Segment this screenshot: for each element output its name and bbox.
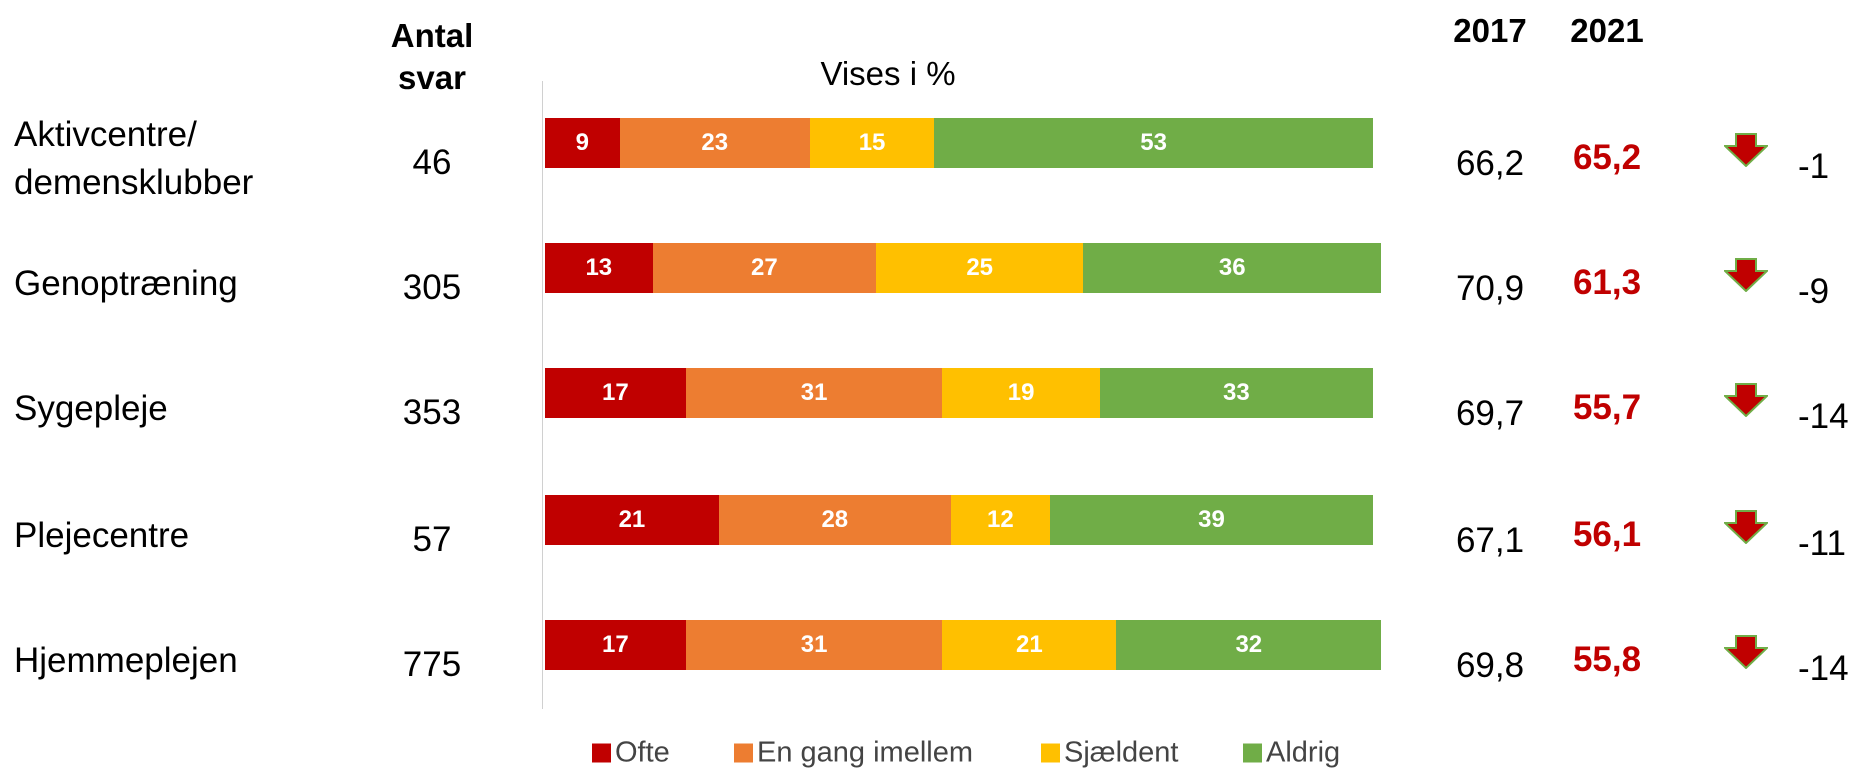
column-value: 69,7 [1455, 394, 1525, 433]
column-header: 2021 [1570, 12, 1644, 49]
value-label: 23 [701, 129, 729, 156]
legend-swatch [1243, 743, 1262, 763]
value-label: 21 [618, 506, 646, 533]
value-label: 19 [1007, 379, 1035, 406]
bar-segment: 39 [1050, 495, 1373, 545]
column-value: 775 [402, 645, 462, 684]
value-label: 25 [966, 254, 994, 281]
value-label: 15 [858, 129, 886, 156]
bar-segment: 12 [950, 495, 1051, 545]
column-header: 2017 [1453, 12, 1527, 49]
bar-segment: 28 [718, 495, 951, 545]
value-label: 13 [585, 254, 613, 281]
axis-line [542, 81, 543, 709]
bar-segment: 17 [545, 368, 686, 418]
bar-segment: 19 [942, 368, 1100, 418]
value-label: 12 [987, 506, 1014, 533]
column-value: -14 [1798, 649, 1849, 688]
column-value: 46 [412, 143, 452, 182]
bar-segment: 23 [619, 118, 810, 168]
column-value: 55,8 [1572, 640, 1642, 679]
column-value: 70,9 [1455, 269, 1525, 308]
category-label: Hjemmeplejen [14, 641, 238, 680]
legend-item: Aldrig [1243, 737, 1340, 770]
legend-item: Sjældent [1041, 737, 1178, 770]
bar-segment: 53 [934, 118, 1373, 168]
column-value: -14 [1798, 397, 1849, 436]
column-value: 67,1 [1455, 521, 1525, 560]
bar-segment: 13 [545, 243, 653, 293]
column-value: -1 [1798, 147, 1830, 186]
value-label: 17 [602, 631, 629, 658]
column-value: 65,2 [1572, 138, 1642, 177]
legend-swatch [1041, 743, 1060, 763]
bar-segment: 21 [545, 495, 719, 545]
legend-swatch [734, 743, 753, 763]
arrow-shape [1724, 510, 1768, 544]
legend-swatch [592, 743, 611, 763]
bar-segment: 25 [876, 243, 1084, 293]
value-label: 33 [1223, 379, 1250, 406]
value-label: 27 [751, 254, 778, 281]
column-header: Antal svar [390, 17, 474, 96]
column-value: 66,2 [1455, 144, 1525, 183]
legend-label: Ofte [615, 736, 670, 769]
bar-segment: 9 [545, 118, 620, 168]
value-label: 28 [821, 506, 849, 533]
bar-segment: 17 [545, 620, 686, 670]
arrow-shape [1724, 133, 1768, 167]
column-value: 57 [412, 520, 452, 559]
legend-label: Sjældent [1064, 736, 1179, 769]
value-label: 53 [1140, 129, 1167, 156]
bar-segment: 31 [685, 620, 943, 670]
arrow-shape [1724, 258, 1768, 292]
value-label: 17 [602, 379, 629, 406]
value-label: 31 [800, 631, 828, 658]
value-label: 39 [1198, 506, 1225, 533]
column-value: 305 [402, 268, 462, 307]
down-arrow [1724, 510, 1768, 544]
bar-segment: 27 [652, 243, 877, 293]
column-value: 353 [402, 393, 462, 432]
arrow-shape [1724, 383, 1768, 417]
legend-item: En gang imellem [734, 737, 973, 770]
bar-segment: 36 [1083, 243, 1382, 293]
value-label: 21 [1016, 631, 1043, 658]
legend-label: En gang imellem [757, 736, 973, 769]
down-arrow [1724, 258, 1768, 292]
down-arrow [1724, 383, 1768, 417]
bar-segment: 21 [942, 620, 1117, 670]
column-value: -9 [1798, 272, 1830, 311]
column-value: 55,7 [1572, 388, 1642, 427]
down-arrow [1724, 133, 1768, 167]
column-value: 61,3 [1572, 263, 1642, 302]
category-label: Genoptræning [14, 264, 238, 303]
value-label: 36 [1218, 254, 1246, 281]
legend-label: Aldrig [1266, 736, 1341, 769]
value-label: 32 [1235, 631, 1263, 658]
column-value: 56,1 [1572, 515, 1642, 554]
down-arrow [1724, 635, 1768, 669]
column-value: -11 [1798, 524, 1846, 563]
category-label: Aktivcentre/ demensklubber [14, 115, 254, 202]
value-label: 9 [575, 129, 589, 156]
column-value: 69,8 [1455, 646, 1525, 685]
bar-segment: 31 [685, 368, 943, 418]
value-label: 31 [800, 379, 828, 406]
category-label: Sygepleje [14, 389, 168, 428]
category-label: Plejecentre [14, 516, 190, 555]
bar-segment: 15 [809, 118, 935, 168]
legend-item: Ofte [592, 737, 670, 770]
subtitle: Vises i % [820, 55, 956, 92]
bar-segment: 33 [1099, 368, 1373, 418]
bar-segment: 32 [1116, 620, 1382, 670]
arrow-shape [1724, 635, 1768, 669]
